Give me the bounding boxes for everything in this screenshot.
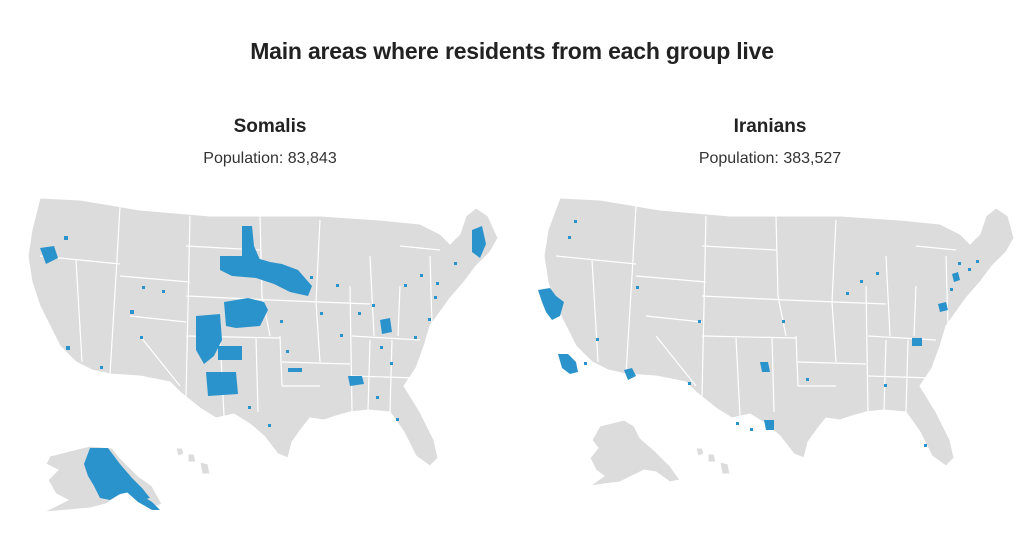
population-value: 83,843 [287, 150, 337, 167]
area-dallas [760, 362, 770, 372]
area-co-west [196, 314, 222, 364]
area-ks [218, 346, 242, 360]
us-map-somalis [27, 197, 499, 513]
map-panel-somalis: Somalis Population: 83,843 [20, 116, 520, 536]
area-houston [764, 420, 774, 430]
area-wa [40, 246, 58, 264]
population-label: Population: [203, 150, 284, 167]
state-borders [39, 205, 441, 417]
area-me [472, 226, 486, 258]
population-label: Population: [698, 150, 779, 167]
area-alaska [84, 448, 150, 500]
highlight-areas [538, 220, 979, 447]
panel-title-iranians: Iranians [733, 116, 807, 137]
chart-title: Main areas where residents from each gro… [250, 38, 774, 64]
hawaii-shape [175, 447, 211, 475]
area-tn [288, 368, 302, 372]
area-phoenix [624, 368, 636, 380]
area-ny [952, 272, 960, 282]
area-los-angeles [558, 354, 578, 374]
area-atlanta [912, 338, 922, 346]
us-map-iranians [538, 197, 1015, 487]
area-ga [348, 376, 364, 386]
area-dc [938, 302, 948, 312]
area-ne-co-border [224, 298, 268, 328]
population-iranians: Population: 383,527 [520, 150, 1020, 168]
highlight-areas [40, 226, 486, 510]
area-bay-area [538, 288, 564, 320]
contiguous-us-shape [27, 197, 499, 467]
state-borders [555, 205, 957, 417]
area-oh [380, 318, 392, 334]
population-value: 383,527 [783, 150, 842, 167]
map-panel-iranians: Iranians Population: 383,527 [520, 116, 1020, 536]
area-ok [206, 372, 238, 396]
area-mn-central [220, 256, 312, 296]
hawaii-shape [695, 447, 731, 475]
land [543, 197, 1015, 487]
panel-title-somalis: Somalis [233, 116, 307, 137]
area-alaska-tail [120, 486, 160, 510]
population-somalis: Population: 83,843 [20, 150, 520, 168]
alaska-shape [589, 419, 681, 487]
